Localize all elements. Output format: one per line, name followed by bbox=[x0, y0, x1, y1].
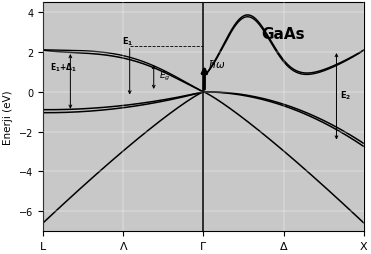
Text: $E_g$: $E_g$ bbox=[158, 70, 170, 83]
Y-axis label: Enerji (eV): Enerji (eV) bbox=[3, 90, 13, 144]
Text: $\mathbf{E_2}$: $\mathbf{E_2}$ bbox=[340, 89, 351, 102]
Text: $\mathbf{E_1{+}\Delta_1}$: $\mathbf{E_1{+}\Delta_1}$ bbox=[50, 61, 76, 74]
Text: $\hbar\omega$: $\hbar\omega$ bbox=[208, 58, 226, 70]
Text: $\mathbf{E_1}$: $\mathbf{E_1}$ bbox=[122, 36, 134, 48]
Text: GaAs: GaAs bbox=[261, 27, 305, 42]
